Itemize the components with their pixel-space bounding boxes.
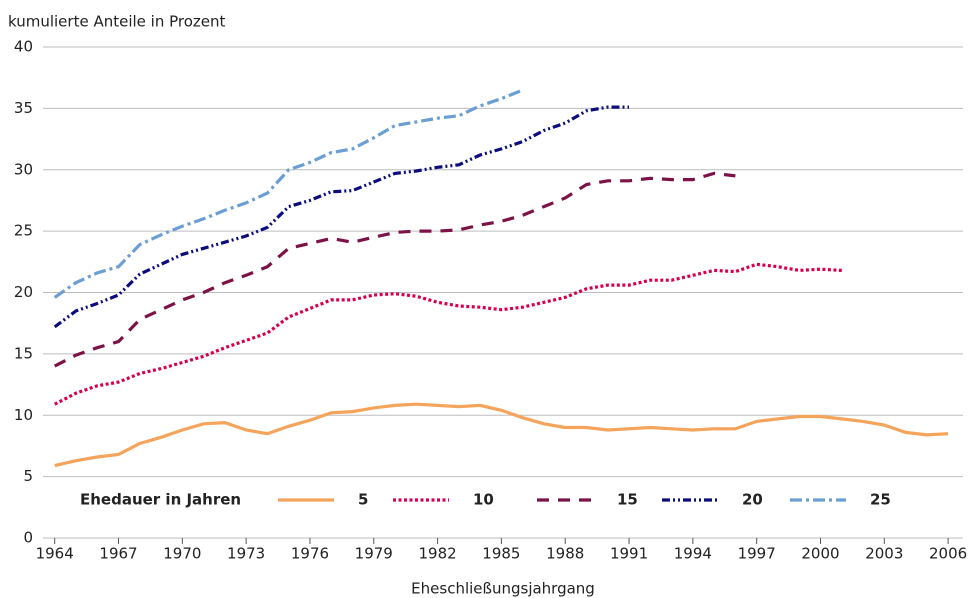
- series-line: [53, 105, 629, 329]
- y-tick-label: 0: [23, 529, 33, 547]
- x-tick-label: 1985: [482, 545, 520, 563]
- legend-title: Ehedauer in Jahren: [80, 491, 241, 509]
- y-tick-label: 5: [23, 467, 33, 485]
- x-tick-label: 2003: [865, 545, 903, 563]
- series-line: [54, 402, 949, 468]
- y-tick-label: 20: [14, 283, 33, 301]
- x-axis-title: Eheschließungsjahrgang: [411, 580, 595, 598]
- y-tick-label: 35: [14, 99, 33, 117]
- x-tick-label: 1982: [418, 545, 456, 563]
- x-tick-label: 2006: [929, 545, 967, 563]
- y-tick-label: 30: [14, 160, 33, 178]
- x-tick-label: 1976: [291, 545, 329, 563]
- x-tick-label: 1967: [99, 545, 137, 563]
- legend-label: 5: [358, 491, 368, 509]
- x-tick-label: 1997: [738, 545, 776, 563]
- y-tick-label: 10: [14, 406, 33, 424]
- x-tick-label: 1964: [36, 545, 74, 563]
- legend-label: 15: [617, 491, 638, 509]
- legend-label: 20: [742, 491, 763, 509]
- series-line: [53, 262, 842, 406]
- x-tick-label: 1970: [163, 545, 201, 563]
- x-tick-label: 1994: [674, 545, 712, 563]
- y-tick-label: 25: [14, 222, 33, 240]
- x-tick-label: 1988: [546, 545, 584, 563]
- x-tick-label: 1979: [355, 545, 393, 563]
- x-tick-label: 2000: [801, 545, 839, 563]
- y-tick-label: 40: [14, 38, 33, 56]
- series-line: [53, 88, 524, 299]
- y-tick-label: 15: [14, 344, 33, 362]
- series-line: [53, 171, 736, 368]
- x-tick-label: 1991: [610, 545, 648, 563]
- x-tick-label: 1973: [227, 545, 265, 563]
- legend-label: 10: [473, 491, 494, 509]
- legend-label: 25: [870, 491, 891, 509]
- y-axis-title: kumulierte Anteile in Prozent: [8, 13, 226, 31]
